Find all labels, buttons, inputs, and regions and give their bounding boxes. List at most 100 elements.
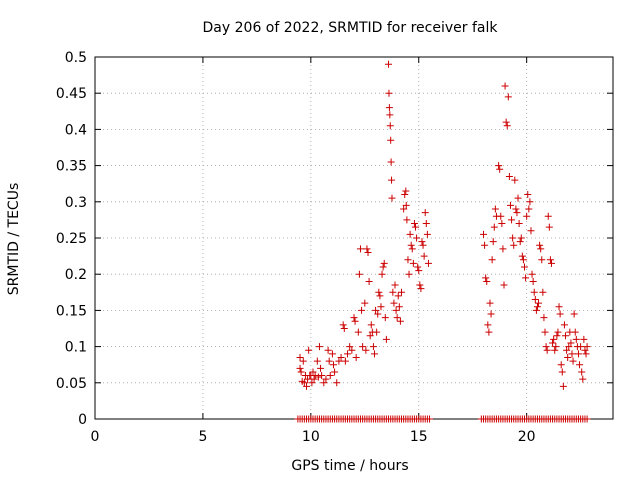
data-point [318, 372, 325, 379]
data-point [554, 329, 561, 336]
data-point [527, 227, 534, 234]
grid-lines [95, 57, 613, 419]
data-point [578, 368, 585, 375]
data-point [568, 350, 575, 357]
data-point [363, 245, 370, 252]
data-point [516, 220, 523, 227]
x-axis-label: GPS time / hours [291, 458, 408, 474]
data-point [489, 256, 496, 263]
data-point [387, 137, 394, 144]
data-point [356, 271, 363, 278]
data-point [331, 368, 338, 375]
data-point [509, 235, 516, 242]
y-tick-label: 0.2 [65, 267, 87, 283]
data-point [562, 332, 569, 339]
data-point [388, 158, 395, 165]
data-point [370, 343, 377, 350]
data-point [536, 242, 543, 249]
data-point [515, 195, 522, 202]
data-point [396, 303, 403, 310]
data-point [403, 216, 410, 223]
data-point [481, 242, 488, 249]
data-point [552, 343, 559, 350]
data-point [300, 358, 307, 365]
data-point [545, 213, 552, 220]
data-point [511, 177, 518, 184]
data-point [329, 350, 336, 357]
y-tick-label: 0.25 [56, 231, 87, 247]
data-point [539, 289, 546, 296]
data-point [580, 336, 587, 343]
data-point [507, 202, 514, 209]
data-point [418, 238, 425, 245]
data-point [537, 245, 544, 252]
data-point [497, 213, 504, 220]
data-point [535, 300, 542, 307]
data-point [531, 289, 538, 296]
data-point [373, 329, 380, 336]
data-point [305, 347, 312, 354]
data-point [530, 278, 537, 285]
data-point [485, 329, 492, 336]
data-point [495, 162, 502, 169]
y-tick-label: 0.1 [65, 340, 87, 356]
data-point [502, 82, 509, 89]
data-point [544, 347, 551, 354]
data-point [543, 343, 550, 350]
data-point [365, 249, 372, 256]
data-point [525, 206, 532, 213]
data-point [397, 318, 404, 325]
data-point [526, 198, 533, 205]
data-point [386, 111, 393, 118]
data-point [491, 224, 498, 231]
data-point [407, 231, 414, 238]
data-point [559, 368, 566, 375]
data-point [513, 209, 520, 216]
data-point [385, 61, 392, 68]
y-tick-label: 0.05 [56, 376, 87, 392]
data-point [505, 93, 512, 100]
data-point [377, 303, 384, 310]
data-point [424, 231, 431, 238]
data-point [387, 122, 394, 129]
data-point [533, 307, 540, 314]
data-point [501, 282, 508, 289]
data-point [499, 245, 506, 252]
data-point [379, 271, 386, 278]
data-point [534, 303, 541, 310]
data-point [388, 195, 395, 202]
data-point [576, 361, 583, 368]
data-point [540, 314, 547, 321]
data-point [414, 263, 421, 270]
data-point [492, 206, 499, 213]
data-point [297, 354, 304, 361]
axis-ticks: 00.050.10.150.20.250.30.350.40.450.50 5 10… [56, 50, 613, 445]
data-point [506, 173, 513, 180]
data-point [389, 289, 396, 296]
data-point [366, 278, 373, 285]
data-point [314, 358, 321, 365]
data-point [575, 350, 582, 357]
data-point [380, 263, 387, 270]
data-point [490, 238, 497, 245]
data-point [358, 307, 365, 314]
data-point [383, 336, 390, 343]
data-point [375, 289, 382, 296]
y-tick-label: 0.5 [65, 50, 87, 66]
data-point [560, 383, 567, 390]
data-point [571, 311, 578, 318]
data-point [393, 307, 400, 314]
data-point [546, 224, 553, 231]
data-point [484, 321, 491, 328]
data-point [353, 354, 360, 361]
data-point [520, 256, 527, 263]
data-point [376, 292, 383, 299]
data-point [538, 256, 545, 263]
data-point [398, 289, 405, 296]
data-point [390, 300, 397, 307]
data-point [553, 332, 560, 339]
data-point [359, 343, 366, 350]
data-point [355, 329, 362, 336]
data-point [503, 119, 510, 126]
data-point [510, 242, 517, 249]
